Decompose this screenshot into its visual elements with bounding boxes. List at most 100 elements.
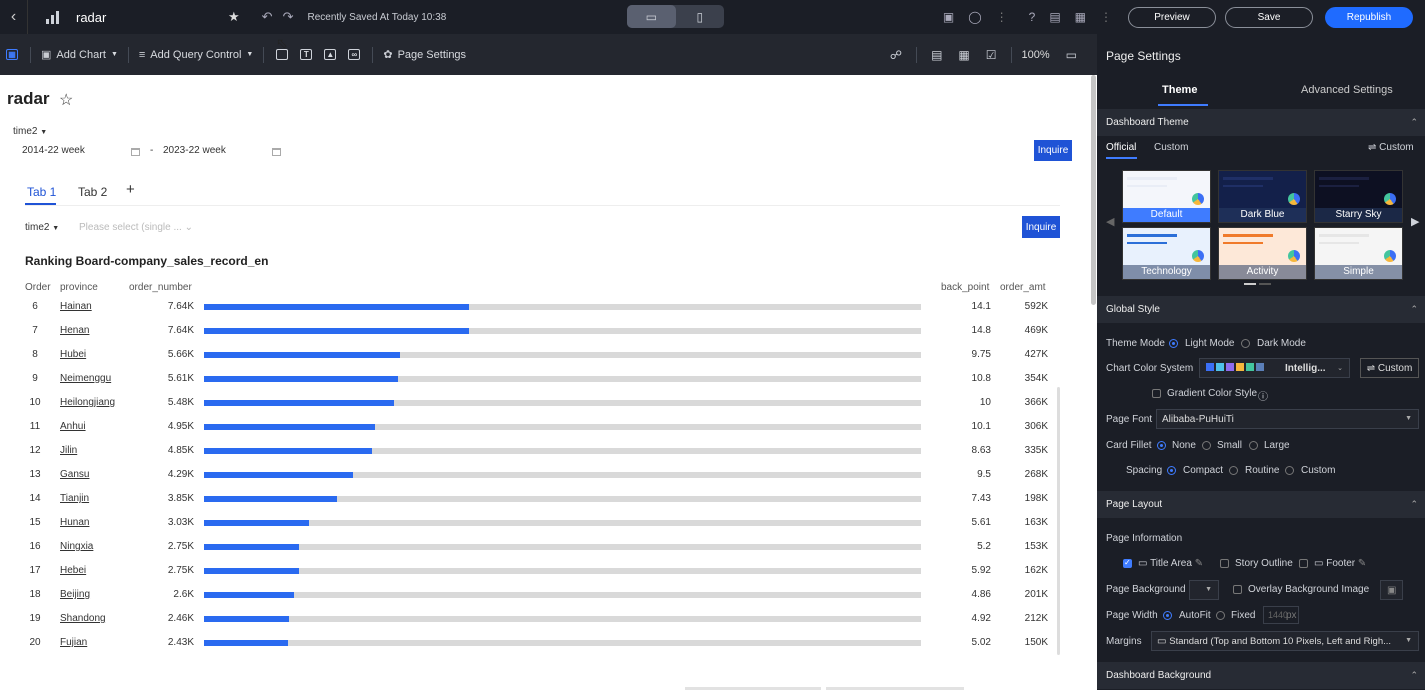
bottom-scroll-handle-2[interactable] bbox=[826, 687, 964, 690]
desktop-view-icon[interactable]: ▭ bbox=[627, 5, 676, 28]
tab-2[interactable]: Tab 2 bbox=[78, 185, 108, 199]
autofit-radio[interactable] bbox=[1163, 611, 1172, 620]
linkage-icon[interactable]: ☍ bbox=[889, 47, 903, 62]
theme-next-arrow-icon[interactable]: ▶ bbox=[1411, 216, 1420, 228]
storage-icon[interactable]: ▤ bbox=[931, 47, 943, 62]
more-vertical-icon[interactable]: ⋮ bbox=[995, 10, 1008, 24]
calendar-icon-2[interactable] bbox=[272, 148, 281, 156]
end-date-input[interactable]: 2023-22 week bbox=[163, 145, 226, 156]
fullscreen-icon[interactable]: ▭ bbox=[1065, 47, 1077, 62]
favorite-star-outline-icon[interactable]: ☆ bbox=[59, 92, 74, 109]
inquire-button[interactable]: Inquire bbox=[1034, 140, 1072, 161]
page-font-select[interactable]: Alibaba-PuHuiTi ▼ bbox=[1156, 409, 1419, 429]
row-province-link[interactable]: Shandong bbox=[60, 613, 106, 624]
row-province-link[interactable]: Henan bbox=[60, 325, 90, 336]
mobile-view-icon[interactable]: ▯ bbox=[696, 9, 704, 24]
fixed-width-input[interactable]: 1440 bbox=[1263, 606, 1299, 624]
edit-icon-2[interactable]: ✎ bbox=[1357, 558, 1367, 569]
back-arrow-icon[interactable]: ‹ bbox=[0, 0, 28, 34]
row-province-link[interactable]: Hunan bbox=[60, 517, 90, 528]
preview-button[interactable]: Preview bbox=[1128, 6, 1216, 28]
story-outline-checkbox[interactable] bbox=[1220, 559, 1229, 568]
shield-icon[interactable]: ◯ bbox=[968, 10, 982, 24]
tab-advanced-settings[interactable]: Advanced Settings bbox=[1301, 84, 1393, 96]
section-global-style[interactable]: Global Style ⌃ bbox=[1097, 296, 1425, 323]
spacing-routine-radio[interactable] bbox=[1229, 466, 1238, 475]
theme-card[interactable]: Default bbox=[1122, 170, 1211, 223]
lock-icon[interactable]: ▣ bbox=[942, 10, 955, 24]
doc-settings-icon[interactable]: ▤ bbox=[1049, 10, 1061, 24]
row-province-link[interactable]: Ningxia bbox=[60, 541, 94, 552]
chart-color-custom-button[interactable]: ⇌ Custom bbox=[1360, 358, 1419, 378]
row-province-link[interactable]: Hebei bbox=[60, 565, 87, 576]
add-chart-button[interactable]: ▣ Add Chart ▼ bbox=[41, 48, 118, 62]
row-province-link[interactable]: Hainan bbox=[60, 301, 92, 312]
row-province-link[interactable]: Neimenggu bbox=[60, 373, 112, 384]
page-settings-button[interactable]: ✿ Page Settings bbox=[383, 48, 466, 62]
pager-dot-2[interactable] bbox=[1259, 283, 1271, 285]
tab-1[interactable]: Tab 1 bbox=[27, 185, 57, 199]
row-province-link[interactable]: Heilongjiang bbox=[60, 397, 116, 408]
translate-icon[interactable]: ▦ bbox=[1074, 10, 1086, 24]
section-dashboard-theme[interactable]: Dashboard Theme ⌃ bbox=[1097, 109, 1425, 136]
calendar-icon[interactable] bbox=[131, 148, 140, 156]
fillet-none-radio[interactable] bbox=[1157, 441, 1166, 450]
tab-container-icon[interactable] bbox=[276, 49, 289, 60]
link-icon[interactable]: ∞ bbox=[348, 49, 361, 60]
tab-filter-field-label[interactable]: time2 ▼ bbox=[25, 222, 59, 233]
table-scrollbar[interactable] bbox=[1057, 387, 1060, 655]
dark-mode-radio[interactable] bbox=[1241, 339, 1250, 348]
filter-field-label[interactable]: time2 ▼ bbox=[13, 126, 47, 137]
page-bg-color-select[interactable]: ▼ bbox=[1189, 580, 1219, 600]
favorite-star-icon[interactable]: ★ bbox=[228, 9, 240, 24]
row-province-link[interactable]: Hubei bbox=[60, 349, 87, 360]
row-province-link[interactable]: Fujian bbox=[60, 637, 88, 648]
theme-prev-arrow-icon[interactable]: ◀ bbox=[1106, 216, 1115, 228]
footer-checkbox[interactable] bbox=[1299, 559, 1308, 568]
info-icon[interactable]: ⓘ bbox=[1258, 392, 1268, 403]
tab-theme[interactable]: Theme bbox=[1162, 84, 1198, 96]
spacing-custom-radio[interactable] bbox=[1285, 466, 1294, 475]
row-province-link[interactable]: Beijing bbox=[60, 589, 91, 600]
row-province-link[interactable]: Anhui bbox=[60, 421, 86, 432]
section-dashboard-background[interactable]: Dashboard Background ⌃ bbox=[1097, 662, 1425, 689]
time-select-input[interactable]: Please select (single ... ⌄ bbox=[79, 222, 193, 233]
theme-card[interactable]: Starry Sky bbox=[1314, 170, 1403, 223]
theme-card[interactable]: Simple bbox=[1314, 227, 1403, 280]
custom-theme-button[interactable]: ⇌ Custom bbox=[1368, 142, 1414, 153]
row-province-link[interactable]: Jilin bbox=[60, 445, 78, 456]
undo-icon[interactable]: ↶ bbox=[261, 9, 273, 24]
add-query-control-button[interactable]: ≡ Add Query Control ▼ bbox=[139, 49, 253, 61]
layout-grid-icon[interactable]: ▦ bbox=[6, 49, 18, 60]
row-province-link[interactable]: Gansu bbox=[60, 469, 90, 480]
section-page-layout[interactable]: Page Layout ⌃ bbox=[1097, 491, 1425, 518]
edit-icon[interactable]: ✎ bbox=[1194, 558, 1204, 569]
start-date-input[interactable]: 2014-22 week bbox=[22, 145, 85, 156]
redo-icon[interactable]: ↷ bbox=[282, 9, 294, 24]
more-vertical-icon-2[interactable]: ⋮ bbox=[1100, 10, 1112, 24]
checklist-icon[interactable]: ☑ bbox=[985, 47, 997, 62]
inquire-button-2[interactable]: Inquire bbox=[1022, 216, 1060, 238]
gradient-checkbox[interactable] bbox=[1152, 389, 1161, 398]
fillet-large-radio[interactable] bbox=[1249, 441, 1258, 450]
theme-official-tab[interactable]: Official bbox=[1106, 142, 1137, 153]
bottom-scroll-handle[interactable] bbox=[685, 687, 821, 690]
light-mode-radio[interactable] bbox=[1169, 339, 1178, 348]
title-area-checkbox[interactable] bbox=[1123, 558, 1132, 568]
fillet-small-radio[interactable] bbox=[1202, 441, 1211, 450]
theme-card[interactable]: Technology bbox=[1122, 227, 1211, 280]
zoom-select[interactable]: 100% bbox=[1021, 48, 1050, 61]
republish-button[interactable]: Republish bbox=[1325, 6, 1413, 28]
theme-custom-tab[interactable]: Custom bbox=[1154, 142, 1189, 153]
fixed-radio[interactable] bbox=[1216, 611, 1225, 620]
theme-card[interactable]: Dark Blue bbox=[1218, 170, 1307, 223]
add-tab-button[interactable]: + bbox=[126, 181, 135, 198]
canvas-scrollbar[interactable] bbox=[1091, 75, 1096, 305]
bg-image-upload[interactable]: ▣ bbox=[1380, 580, 1403, 600]
save-button[interactable]: Save bbox=[1225, 6, 1313, 28]
row-province-link[interactable]: Tianjin bbox=[60, 493, 90, 504]
help-icon[interactable]: ? bbox=[1028, 10, 1036, 24]
pager-dot[interactable] bbox=[1244, 283, 1256, 285]
hierarchy-icon[interactable]: ▦ bbox=[958, 47, 970, 62]
text-icon[interactable]: T bbox=[300, 49, 313, 60]
